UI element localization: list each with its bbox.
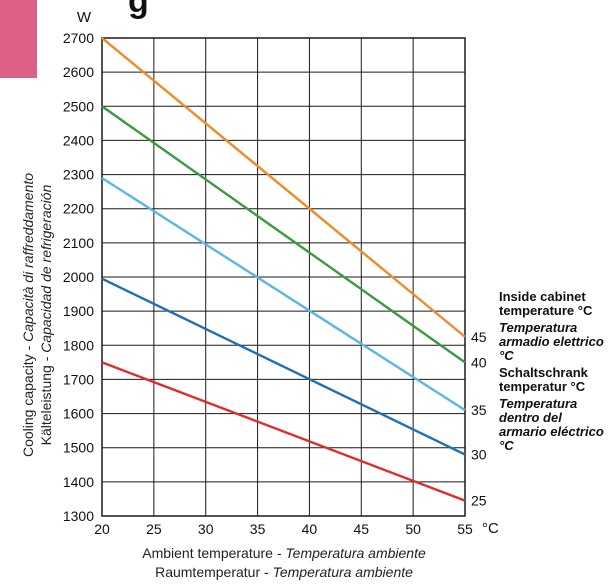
series-line-45: [101, 37, 466, 338]
y-tick-label: 1500: [63, 440, 94, 456]
series-line-35: [101, 176, 466, 412]
x-axis-unit: °C: [482, 520, 499, 537]
y-axis-title-line-1: Cooling capacity - Capacità di raffredda…: [20, 173, 36, 457]
y-title-2-italic: Capacidad de refrigeración: [38, 184, 54, 353]
y-axis-title-line-2: Kälteleistung - Capacidad de refrigeraci…: [38, 185, 54, 446]
legend-title-de: Schaltschrank temperatur °C: [499, 365, 588, 394]
series-label-35: 35: [471, 402, 487, 418]
y-title-2-plain: Kälteleistung -: [38, 352, 54, 446]
series-line-25: [101, 361, 466, 502]
x-title-2-italic: Temperatura ambiente: [272, 564, 413, 580]
y-axis-ticks: 1300 1400 1500 1600 1700 1800 1900 2000 2100 2200…: [63, 30, 94, 524]
x-axis-ticks: 20 25 30 35 40 45 50 55: [94, 521, 473, 537]
y-tick-label: 2700: [63, 30, 94, 46]
series-end-labels: 45 40 35 30 25: [471, 329, 487, 509]
x-tick-label: 25: [146, 521, 162, 537]
legend-title-es: Temperatura dentro del armario eléctrico…: [499, 396, 604, 453]
series-label-30: 30: [471, 447, 487, 463]
series-lines: [101, 37, 466, 502]
y-tick-label: 2500: [63, 98, 94, 114]
series-line-30: [101, 277, 466, 456]
y-title-1-italic: Capacità di raffreddamento: [20, 172, 36, 342]
section-color-tab: [0, 0, 37, 78]
legend-title-it: Temperatura armadio elettrico °C: [499, 320, 604, 363]
y-tick-label: 2200: [63, 201, 94, 217]
plot-frame: [101, 37, 466, 517]
x-tick-label: 55: [457, 521, 473, 537]
x-tick-label: 40: [302, 521, 318, 537]
legend: Inside cabinet temperature °C Temperatur…: [499, 290, 607, 456]
x-title-1-italic: Temperatura ambiente: [285, 545, 426, 561]
x-axis-title-line-2: Raumtemperatur - Temperatura ambiente: [100, 564, 468, 580]
y-axis-unit: W: [77, 9, 92, 26]
y-tick-label: 2400: [63, 132, 94, 148]
x-tick-label: 35: [250, 521, 266, 537]
series-line-40: [101, 105, 466, 364]
y-tick-label: 1700: [63, 371, 94, 387]
y-tick-label: 1900: [63, 303, 94, 319]
x-tick-label: 30: [198, 521, 214, 537]
y-tick-label: 2300: [63, 167, 94, 183]
y-tick-label: 1800: [63, 337, 94, 353]
y-tick-label: 1400: [63, 474, 94, 490]
legend-title-en: Inside cabinet temperature °C: [499, 289, 593, 318]
y-tick-label: 2600: [63, 64, 94, 80]
x-axis-title-line-1: Ambient temperature - Temperatura ambien…: [100, 545, 468, 561]
series-label-25: 25: [471, 493, 487, 509]
x-title-1-plain: Ambient temperature -: [142, 545, 286, 561]
partial-title: g: [128, 0, 149, 20]
y-title-1-plain: Cooling capacity -: [20, 341, 36, 458]
x-tick-label: 50: [405, 521, 421, 537]
y-tick-label: 1600: [63, 406, 94, 422]
y-tick-label: 2100: [63, 235, 94, 251]
y-tick-label: 1300: [63, 508, 94, 524]
x-tick-label: 20: [94, 521, 110, 537]
x-tick-label: 45: [353, 521, 369, 537]
series-label-45: 45: [471, 329, 487, 345]
y-tick-label: 2000: [63, 269, 94, 285]
x-title-2-plain: Raumtemperatur -: [155, 564, 273, 580]
chart-grid: [101, 37, 466, 517]
series-label-40: 40: [471, 354, 487, 370]
